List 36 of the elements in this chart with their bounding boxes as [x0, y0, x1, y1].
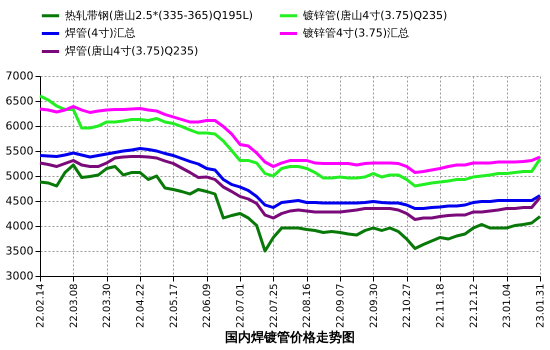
- y-tick-label: 5500: [6, 144, 34, 158]
- y-tick-label: 3500: [6, 244, 34, 258]
- y-tick-label: 5000: [6, 170, 34, 182]
- x-tick-label: 22.04.22: [136, 284, 146, 328]
- legend-label: 镀锌管4寸(3.75)汇总: [302, 26, 410, 40]
- legend-label: 焊管(4寸)汇总: [65, 26, 136, 40]
- x-tick-label: 22.05.17: [168, 284, 180, 328]
- x-tick-label: 22.10.27: [402, 284, 414, 328]
- legend-label: 热轧带钢(唐山2.5*(335-365)Q195L): [65, 8, 253, 22]
- legend-label: 焊管(唐山4寸(3.75)Q235): [65, 44, 198, 58]
- x-tick-label: 23.01.04: [502, 284, 514, 328]
- y-tick-label: 3000: [6, 270, 34, 282]
- x-tick-label: 22.11.18: [436, 284, 446, 328]
- x-tick-label: 22.12.12: [468, 284, 480, 328]
- line-series: [38, 94, 542, 188]
- x-tick-label: 22.08.16: [302, 284, 314, 328]
- line-series: [38, 155, 542, 221]
- line-series: [38, 164, 542, 252]
- x-tick-label: 22.02.14: [36, 284, 46, 328]
- line-series: [38, 105, 542, 174]
- line-series: [38, 147, 542, 210]
- x-tick-label: 22.03.30: [102, 284, 114, 328]
- y-tick-label: 6000: [6, 120, 34, 132]
- y-tick-label: 7000: [6, 70, 34, 82]
- x-tick-label: 22.06.09: [202, 284, 214, 328]
- legend-label: 镀锌管(唐山4寸(3.75)Q235): [302, 8, 448, 22]
- x-tick-label: 22.09.30: [368, 284, 380, 328]
- y-tick-label: 4500: [6, 194, 34, 208]
- x-tick-label: 22.03.08: [68, 284, 80, 328]
- x-tick-label: 22.07.25: [268, 284, 280, 328]
- text: 国内焊镀管价格走势图: [225, 330, 355, 346]
- y-tick-label: 4000: [6, 220, 34, 232]
- x-tick-label: 22.07.01: [236, 284, 246, 328]
- x-tick-label: 22.09.07: [336, 284, 346, 328]
- y-tick-label: 6500: [6, 94, 34, 108]
- x-tick-label: 23.01.31: [536, 284, 546, 328]
